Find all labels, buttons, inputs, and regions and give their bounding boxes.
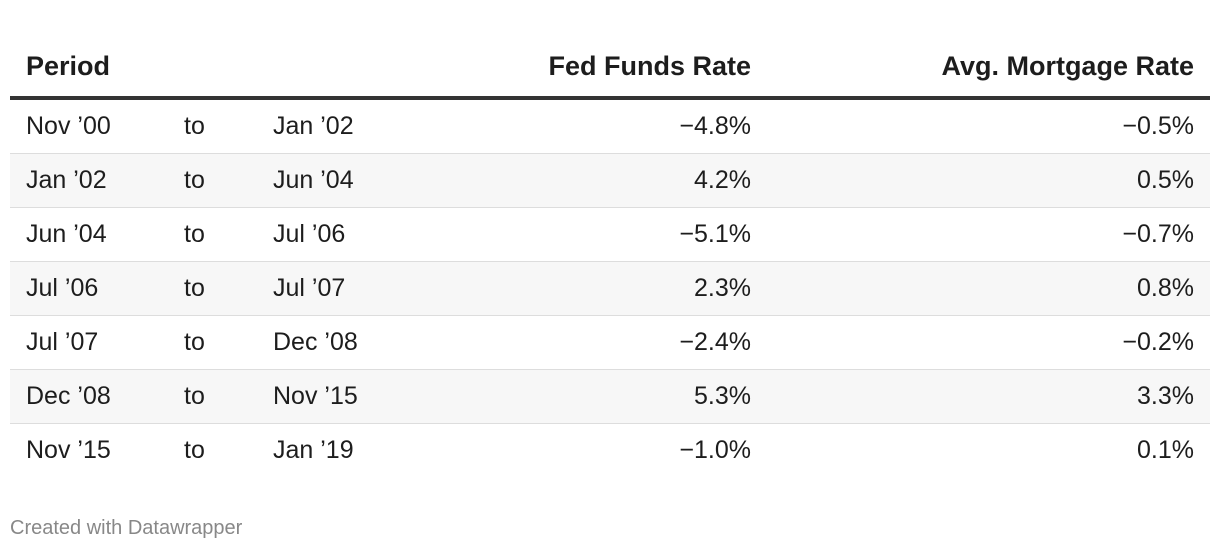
period-end-cell: Jul ’07 [256, 261, 496, 316]
footer-credit: Created with Datawrapper [10, 517, 243, 539]
period-start-cell: Nov ’00 [10, 98, 168, 154]
avg-mortgage-rate-cell: 0.1% [1137, 436, 1194, 464]
period-to-cell: to [168, 261, 256, 316]
table-row: Jun ’04 to Jul ’06 −5.1% −0.7% [10, 207, 1210, 262]
avg-mortgage-rate-cell: −0.2% [767, 315, 1210, 370]
fed-funds-rate-cell: 4.2% [496, 153, 767, 208]
period-to-cell: to [168, 153, 256, 208]
fed-funds-rate-cell: 2.3% [496, 261, 767, 316]
avg-mortgage-rate-cell: 0.8% [767, 261, 1210, 316]
period-to-cell: to [168, 98, 256, 154]
table-row: Jan ’02 to Jun ’04 4.2% 0.5% [10, 153, 1210, 208]
table-row: Jul ’06 to Jul ’07 2.3% 0.8% [10, 261, 1210, 316]
rate-change-table: Period Fed Funds Rate Avg. Mortgage Rate… [10, 36, 1210, 477]
period-to-cell: to [168, 207, 256, 262]
fed-funds-rate-cell: −4.8% [496, 98, 767, 154]
table-row: Jul ’07 to Dec ’08 −2.4% −0.2% [10, 315, 1210, 370]
period-end-cell: Nov ’15 [256, 369, 496, 424]
table-header-row: Period Fed Funds Rate Avg. Mortgage Rate [10, 36, 1210, 100]
column-header-fed-funds-rate: Fed Funds Rate [496, 36, 767, 100]
period-to-cell: to [168, 369, 256, 424]
column-header-period: Period [10, 36, 496, 100]
table-row: Dec ’08 to Nov ’15 5.3% 3.3% [10, 369, 1210, 424]
period-end-cell: Jan ’19 [273, 436, 354, 464]
avg-mortgage-rate-cell: 0.5% [767, 153, 1210, 208]
period-end-cell: Dec ’08 [256, 315, 496, 370]
period-start-cell: Jul ’07 [10, 315, 168, 370]
table-row: Nov ’15 to Jan ’19 −1.0% 0.1% [10, 424, 1210, 478]
rate-change-table-wrapper: Period Fed Funds Rate Avg. Mortgage Rate… [10, 36, 1210, 477]
column-header-avg-mortgage-rate: Avg. Mortgage Rate [767, 36, 1210, 100]
period-end-cell: Jan ’02 [256, 98, 496, 154]
period-start-cell: Jun ’04 [10, 207, 168, 262]
period-start-cell: Nov ’15 [26, 436, 111, 464]
period-start-cell: Jan ’02 [10, 153, 168, 208]
period-to-cell: to [184, 436, 205, 464]
avg-mortgage-rate-cell: −0.7% [767, 207, 1210, 262]
fed-funds-rate-cell: 5.3% [496, 369, 767, 424]
fed-funds-rate-cell: −5.1% [496, 207, 767, 262]
period-start-cell: Jul ’06 [10, 261, 168, 316]
table-row: Nov ’00 to Jan ’02 −4.8% −0.5% [10, 98, 1210, 154]
period-end-cell: Jun ’04 [256, 153, 496, 208]
period-start-cell: Dec ’08 [10, 369, 168, 424]
avg-mortgage-rate-cell: 3.3% [767, 369, 1210, 424]
period-to-cell: to [168, 315, 256, 370]
avg-mortgage-rate-cell: −0.5% [767, 98, 1210, 154]
fed-funds-rate-cell: −2.4% [496, 315, 767, 370]
period-end-cell: Jul ’06 [256, 207, 496, 262]
fed-funds-rate-cell: −1.0% [679, 436, 751, 464]
